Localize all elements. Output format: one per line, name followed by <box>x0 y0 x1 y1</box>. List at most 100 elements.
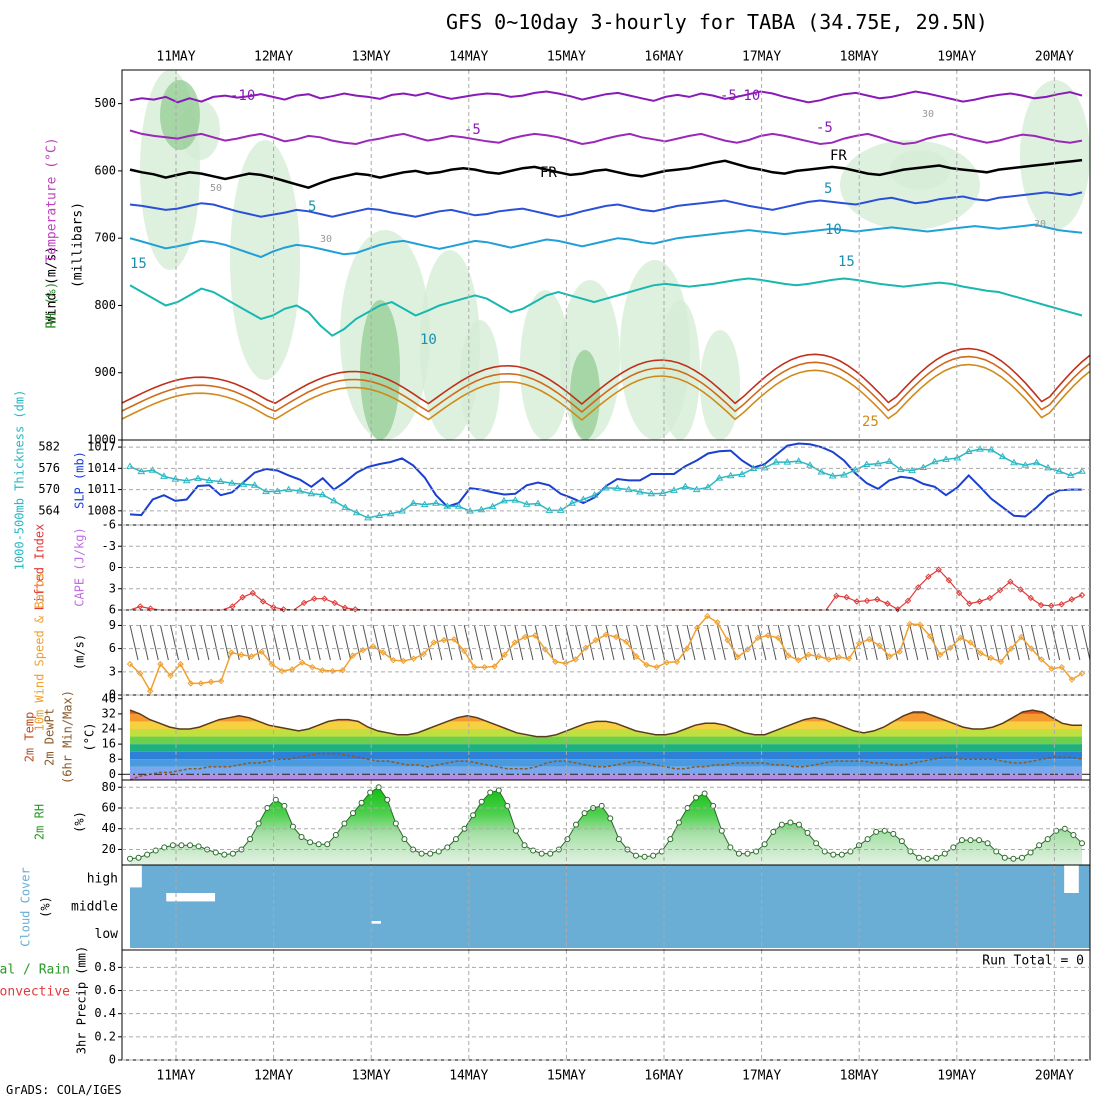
wind-barb <box>170 624 179 661</box>
rh-marker <box>787 819 794 826</box>
wind-barb <box>1030 624 1040 661</box>
rh-marker <box>470 812 477 819</box>
cloud-level-label-middle: middle <box>71 900 118 915</box>
wind-ylabel: 10m Wind Speed & Barbs <box>33 573 47 732</box>
wind-barb <box>1071 624 1081 661</box>
rh-marker <box>675 819 682 826</box>
thickness-marker <box>908 466 916 474</box>
wind-barb <box>706 624 716 661</box>
y-tick-label: 6 <box>109 641 116 655</box>
wind-speed-marker <box>937 651 944 659</box>
rh-marker <box>753 848 760 855</box>
wind-barb <box>787 624 797 661</box>
rh-marker <box>487 789 494 796</box>
rh-marker <box>1070 831 1077 838</box>
thickness-marker <box>760 463 769 471</box>
y-tick-label: 0 <box>109 560 116 574</box>
lifted-index-marker <box>884 600 891 607</box>
rh-marker <box>169 842 176 849</box>
wind-speed-marker <box>744 646 751 653</box>
rh-marker <box>924 855 931 862</box>
lifted-index-marker <box>966 600 973 607</box>
wind-speed-marker <box>126 660 134 668</box>
wind-barb <box>1010 624 1020 661</box>
rh-marker <box>581 810 588 817</box>
thickness-marker <box>828 472 837 479</box>
precip-ylabel: 3hr Precip (mm) <box>75 946 89 1054</box>
wind-speed-marker <box>430 639 438 646</box>
wind-speed-marker <box>238 651 245 659</box>
lifted-index-marker <box>249 589 257 597</box>
lifted-index-marker <box>280 606 287 613</box>
thickness-marker <box>613 484 622 491</box>
wind-barb <box>777 624 787 661</box>
thickness-marker <box>454 502 463 509</box>
y-tick-label: 3 <box>109 581 116 595</box>
thickness-marker <box>1032 458 1041 466</box>
rh-line <box>129 786 1083 860</box>
thickness-marker <box>1044 463 1052 471</box>
rh-marker <box>324 841 331 848</box>
contour-label: 30 <box>320 234 332 245</box>
thickness-line <box>129 448 1083 519</box>
day-label-bottom: 19MAY <box>937 1069 976 1084</box>
rh-marker <box>993 848 1000 855</box>
wind-speed-marker <box>400 657 407 665</box>
day-label-bottom: 13MAY <box>352 1069 391 1084</box>
cloud-ylabel: Cloud Cover <box>19 867 33 946</box>
thickness-marker <box>556 506 565 513</box>
wind-speed-marker <box>947 644 954 652</box>
rh-marker <box>349 810 356 817</box>
rh-marker <box>152 847 159 854</box>
y-tick-label: 1008 <box>87 503 116 517</box>
wind-speed-marker <box>410 655 417 662</box>
thickness-marker <box>228 479 236 486</box>
lifted-index-marker <box>300 599 308 607</box>
wind-speed-marker <box>957 634 964 642</box>
thickness-marker <box>862 460 871 467</box>
lifted-index-marker <box>925 573 932 580</box>
thickness-marker <box>772 458 780 465</box>
wind-speed-marker <box>926 633 934 640</box>
wind-speed-marker <box>379 649 387 656</box>
temp-band <box>130 744 1082 752</box>
wind-barb <box>1051 624 1061 661</box>
wind-barb <box>473 624 483 661</box>
lifted-index-marker <box>311 595 318 602</box>
wind-speed-marker <box>704 612 711 620</box>
wind-barb <box>808 624 818 661</box>
wind-barb <box>797 624 807 661</box>
rh-marker <box>332 831 339 838</box>
panel-frame-precipitation <box>121 949 1091 1061</box>
rh-marker <box>255 820 262 827</box>
thickness-marker <box>409 499 418 506</box>
slp-ylabel: SLP (mb) <box>73 451 87 509</box>
wind-speed-marker <box>278 667 286 675</box>
wind-barb <box>1041 624 1050 661</box>
rh-marker <box>418 850 425 857</box>
temp-unit: (°C) <box>83 723 97 752</box>
thickness-marker <box>330 496 338 504</box>
wind-barb <box>332 624 342 661</box>
wind-barb <box>362 624 372 661</box>
thickness-tick-label: 564 <box>38 503 60 517</box>
thickness-marker <box>896 465 905 473</box>
isotherm-FR <box>129 158 1083 190</box>
rh-marker <box>1044 836 1051 843</box>
wind-barb <box>321 624 331 661</box>
lifted-index-marker <box>1078 591 1086 599</box>
wind-barb <box>909 624 919 661</box>
rh-marker <box>693 794 700 801</box>
rh-marker <box>187 842 194 849</box>
rh-marker <box>392 820 399 827</box>
wind-speed-marker <box>774 634 782 642</box>
wind-barb <box>625 624 635 661</box>
rh-marker <box>564 836 571 843</box>
cloud-clear-patch <box>127 865 142 888</box>
rh-marker <box>1036 842 1043 849</box>
rh-marker <box>615 836 622 843</box>
wind-barb <box>838 624 848 661</box>
contour-label: 5 <box>824 181 832 197</box>
temp-band <box>130 729 1082 737</box>
wind-barb <box>200 624 210 661</box>
